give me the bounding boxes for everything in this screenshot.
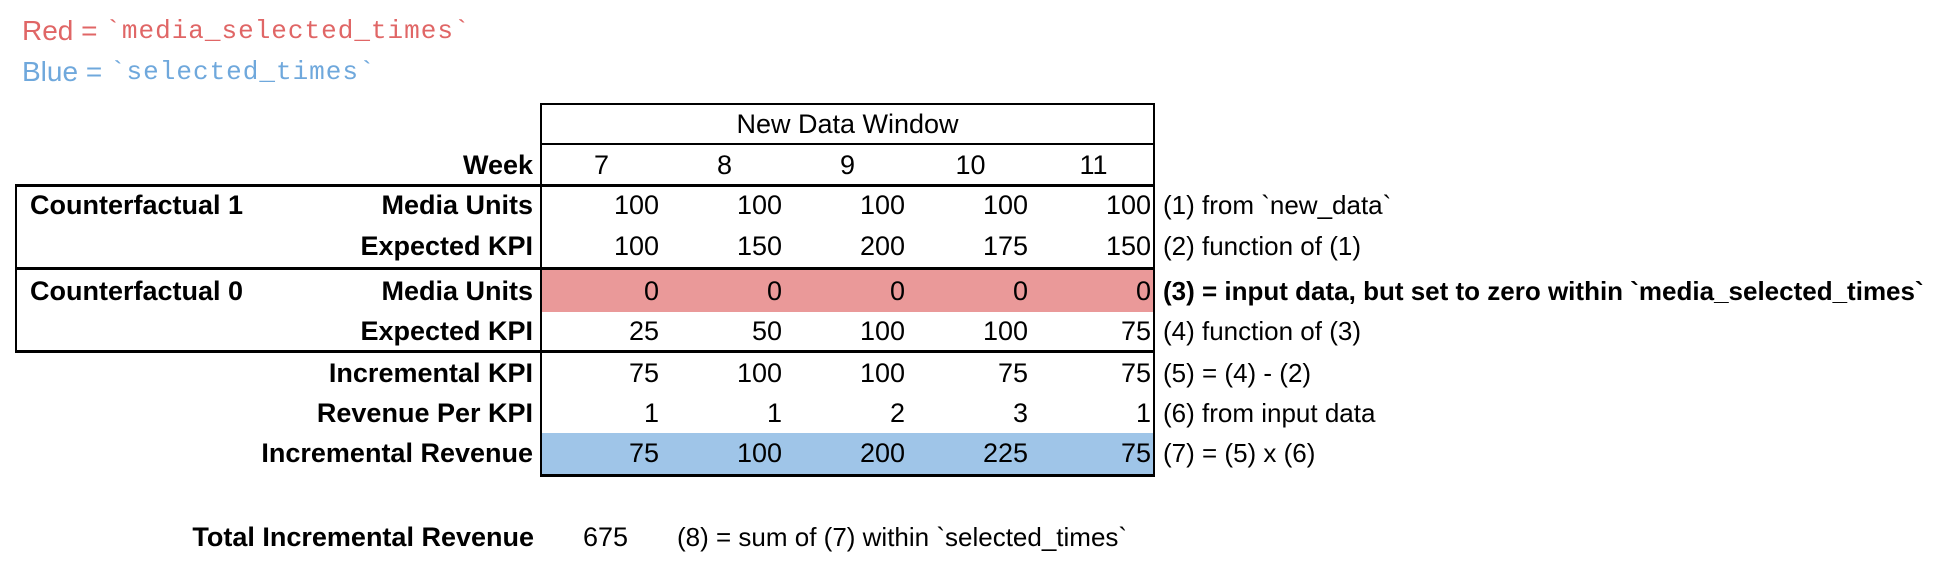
- value-cell: 75: [1120, 357, 1151, 388]
- value-cell: 150: [736, 231, 782, 261]
- total-row: Total Incremental Revenue 675 (8) = sum …: [0, 517, 1960, 557]
- week-col-11: 11: [1079, 149, 1108, 180]
- legend-red-label: Red =: [22, 14, 106, 46]
- counterfactual-divider-border: [15, 267, 1155, 270]
- value-cell: 25: [628, 315, 659, 346]
- value-cell: 75: [1120, 315, 1151, 346]
- value-cell: 3: [1012, 398, 1028, 428]
- week-row: Week 7 8 9 10 11: [0, 145, 1960, 185]
- week-col-8: 8: [716, 149, 733, 180]
- table-row-highlight-red: Counterfactual 0 Media Units 0 0 0 0 0 (…: [0, 270, 1960, 312]
- value-cell: 0: [1135, 275, 1151, 306]
- annotation-5: (5) = (4) - (2): [1163, 357, 1312, 388]
- row-label: Expected KPI: [360, 315, 533, 346]
- value-cell: 225: [982, 438, 1028, 468]
- value-cell: 200: [859, 438, 905, 468]
- value-cell: 75: [997, 357, 1028, 388]
- table-row: Expected KPI 25 50 100 100 75 (4) functi…: [0, 312, 1960, 350]
- header-box-bottom-border: [540, 143, 1155, 145]
- row-label: Incremental KPI: [328, 357, 533, 388]
- value-cell: 75: [1120, 438, 1151, 468]
- value-cell: 1: [643, 398, 659, 428]
- counterfactual-0-bottom-border: [15, 350, 1155, 353]
- value-cell: 50: [751, 315, 782, 346]
- table-row: Revenue Per KPI 1 1 2 3 1 (6) from input…: [0, 393, 1960, 434]
- value-cell: 75: [628, 438, 659, 468]
- value-cell: 175: [982, 231, 1028, 261]
- row-label: Revenue Per KPI: [316, 398, 533, 428]
- week-col-10: 10: [955, 149, 986, 180]
- row-label: Media Units: [381, 190, 533, 220]
- value-cell: 2: [889, 398, 905, 428]
- value-cell: 150: [1105, 231, 1151, 261]
- value-cell: 100: [859, 315, 905, 346]
- table-row: Expected KPI 100 150 200 175 150 (2) fun…: [0, 226, 1960, 267]
- legend-blue-line: Blue = `selected_times`: [22, 51, 471, 92]
- counterfactual-1-top-border: [15, 184, 1155, 187]
- legend-red-line: Red = `media_selected_times`: [22, 10, 471, 51]
- table-row: Incremental KPI 75 100 100 75 75 (5) = (…: [0, 353, 1960, 393]
- total-value: 675: [582, 521, 628, 552]
- legend-blue-label: Blue =: [22, 55, 110, 87]
- data-area-right-border: [1153, 103, 1155, 477]
- week-label: Week: [462, 149, 533, 180]
- week-col-7: 7: [593, 149, 610, 180]
- table-bottom-border: [540, 474, 1155, 477]
- table-row-highlight-blue: Incremental Revenue 75 100 200 225 75 (7…: [0, 433, 1960, 474]
- row-label: Incremental Revenue: [261, 438, 533, 468]
- annotation-2: (2) function of (1): [1163, 231, 1361, 261]
- label-box-left-border: [15, 184, 17, 353]
- value-cell: 100: [613, 231, 659, 261]
- row-label: Expected KPI: [360, 231, 533, 261]
- annotation-7: (7) = (5) x (6): [1163, 438, 1316, 468]
- value-cell: 75: [628, 357, 659, 388]
- legend-red-code: `media_selected_times`: [105, 15, 471, 46]
- value-cell: 0: [1012, 275, 1028, 306]
- value-cell: 1: [1135, 398, 1151, 428]
- total-label: Total Incremental Revenue: [192, 521, 534, 552]
- value-cell: 100: [613, 190, 659, 220]
- value-cell: 1: [766, 398, 782, 428]
- color-legend: Red = `media_selected_times` Blue = `sel…: [22, 10, 471, 92]
- table-row: Counterfactual 1 Media Units 100 100 100…: [0, 185, 1960, 226]
- row-label: Media Units: [381, 275, 533, 306]
- red-highlight-band: [542, 270, 1153, 312]
- new-data-window-label: New Data Window: [736, 108, 959, 139]
- value-cell: 100: [736, 357, 782, 388]
- group-label-counterfactual-1: Counterfactual 1: [30, 190, 244, 220]
- value-cell: 100: [736, 190, 782, 220]
- legend-blue-code: `selected_times`: [109, 56, 376, 87]
- annotation-6: (6) from input data: [1163, 398, 1376, 428]
- value-cell: 100: [859, 357, 905, 388]
- value-cell: 0: [766, 275, 782, 306]
- annotation-8: (8) = sum of (7) within `selected_times`: [677, 521, 1128, 552]
- value-cell: 200: [859, 231, 905, 261]
- annotation-4: (4) function of (3): [1163, 315, 1361, 346]
- blue-highlight-band: [542, 433, 1153, 474]
- value-cell: 100: [736, 438, 782, 468]
- value-cell: 0: [643, 275, 659, 306]
- group-label-counterfactual-0: Counterfactual 0: [30, 275, 244, 306]
- annotation-1: (1) from `new_data`: [1163, 190, 1392, 220]
- week-col-9: 9: [839, 149, 856, 180]
- data-area-left-border: [540, 103, 542, 477]
- value-cell: 100: [859, 190, 905, 220]
- value-cell: 100: [1105, 190, 1151, 220]
- value-cell: 100: [982, 190, 1028, 220]
- value-cell: 100: [982, 315, 1028, 346]
- value-cell: 0: [889, 275, 905, 306]
- table-header-row: New Data Window: [0, 103, 1960, 145]
- annotation-3: (3) = input data, but set to zero within…: [1163, 275, 1924, 306]
- header-box-top-border: [540, 103, 1155, 105]
